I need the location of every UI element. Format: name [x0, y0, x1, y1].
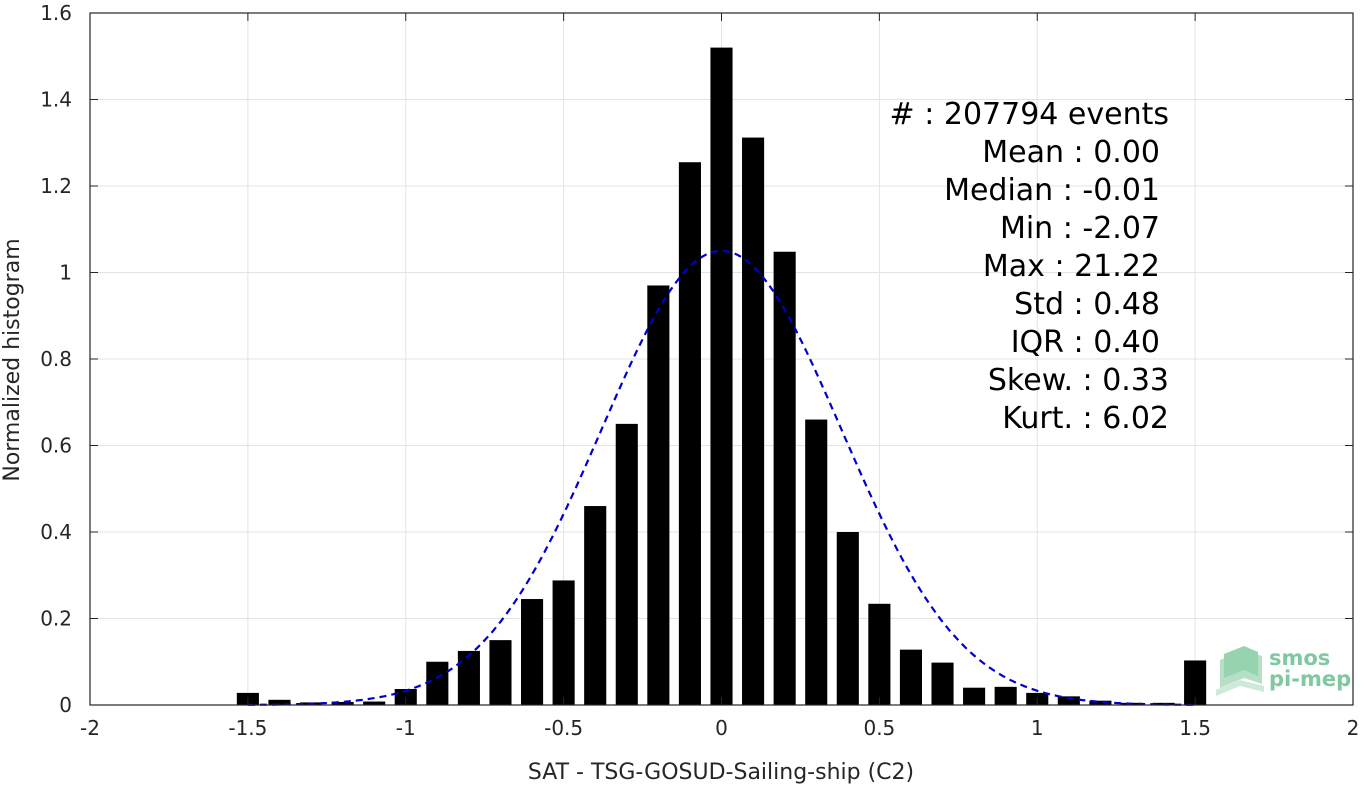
histogram-bar [678, 162, 701, 705]
x-tick-label: 0.5 [863, 716, 895, 740]
x-tick-label: -0.5 [544, 716, 583, 740]
axes [89, 12, 1354, 706]
histogram-bar [899, 649, 923, 705]
logo-text-pi-mep: pi-mep [1269, 667, 1351, 691]
histogram-bar [647, 285, 670, 705]
logo-mark-icon [1216, 646, 1264, 696]
histogram-bar [742, 137, 765, 705]
histogram-bar [1057, 696, 1080, 705]
histogram-bar [805, 419, 828, 705]
stat-line: Max : 21.22 [983, 249, 1160, 284]
histogram-bar [868, 603, 891, 705]
smos-pi-mep-logo: smos pi-mep [1216, 646, 1351, 696]
stat-line: Skew. : 0.33 [988, 363, 1169, 398]
histogram-bar [457, 650, 480, 705]
histogram-bar [394, 688, 417, 705]
plot-frame [89, 12, 1354, 706]
histogram-bars [236, 47, 1207, 706]
stat-line: Std : 0.48 [1014, 287, 1160, 322]
histogram-bar [963, 687, 986, 705]
stat-line: Mean : 0.00 [982, 135, 1160, 170]
stat-line: # : 207794 events [890, 97, 1169, 132]
histogram-bar [1184, 660, 1207, 705]
logo-text-smos: smos [1269, 646, 1330, 670]
histogram-bar [1089, 700, 1112, 705]
histogram-bar [584, 506, 607, 705]
histogram-bar [268, 699, 291, 705]
stat-line: Kurt. : 6.02 [1002, 401, 1169, 436]
x-tick-label: -1 [396, 716, 416, 740]
y-tick-label: 0.2 [40, 607, 72, 631]
histogram-bar [426, 661, 449, 705]
x-tick-label: 1.5 [1179, 716, 1211, 740]
histogram-bar [615, 423, 638, 705]
y-tick-label: 0.4 [40, 520, 72, 544]
y-tick-label: 1.4 [40, 88, 72, 112]
y-tick-label: 0.6 [40, 434, 72, 458]
x-tick-label: 1 [1031, 716, 1044, 740]
y-tick-label: 0 [59, 693, 72, 717]
histogram-bar [552, 580, 575, 705]
y-tick-label: 1 [59, 261, 72, 285]
histogram-bar [331, 701, 354, 705]
stat-line: IQR : 0.40 [1011, 325, 1160, 360]
histogram-bar [363, 701, 386, 705]
y-tick-label: 1.6 [40, 1, 72, 25]
x-axis-label: SAT - TSG-GOSUD-Sailing-ship (C2) [528, 760, 914, 785]
stat-line: Min : -2.07 [1000, 211, 1160, 246]
gaussian-fit-curve [247, 249, 1196, 706]
y-axis-label: Normalized histogram [0, 238, 25, 481]
x-tick-label: -1.5 [228, 716, 267, 740]
histogram-bar [836, 532, 859, 705]
histogram-bar [994, 686, 1017, 705]
histogram-bar [489, 640, 512, 705]
y-tick-label: 0.8 [40, 347, 72, 371]
x-tick-label: 0 [715, 716, 728, 740]
stat-line: Median : -0.01 [944, 173, 1160, 208]
histogram-bar [710, 47, 733, 706]
y-tick-label: 1.2 [40, 174, 72, 198]
x-tick-label: -2 [80, 716, 100, 740]
histogram-bar [931, 662, 954, 705]
histogram-bar [520, 599, 544, 705]
histogram-bar [773, 251, 796, 706]
x-tick-labels: -2 -1.5 -1 -0.5 0 0.5 1 1.5 2 [80, 716, 1359, 740]
x-tick-label: 2 [1347, 716, 1360, 740]
y-tick-labels: 0 0.2 0.4 0.6 0.8 1 1.2 1.4 1.6 [40, 1, 72, 717]
